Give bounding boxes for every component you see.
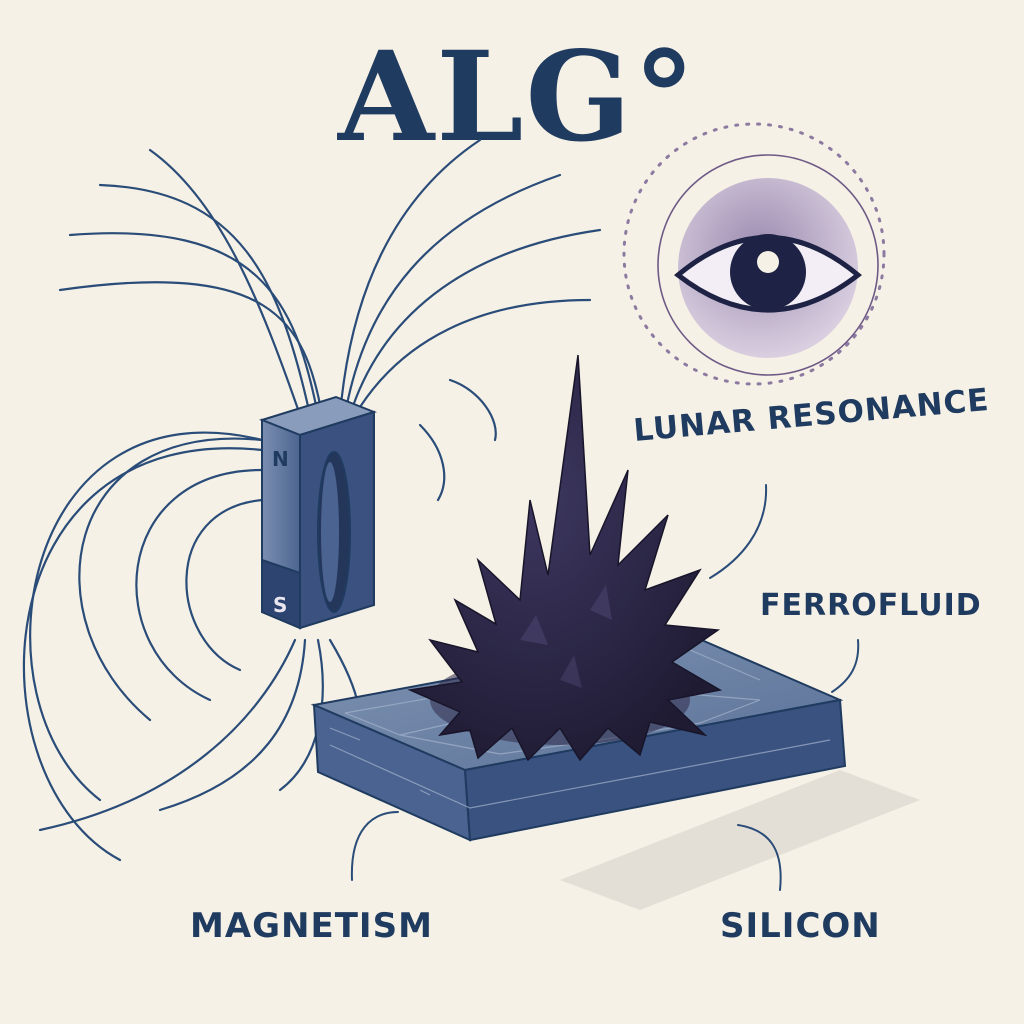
eye-emblem	[622, 122, 886, 386]
magnetic-field-lines	[22, 138, 602, 862]
south-pole-label: S	[273, 593, 287, 617]
silicon-leader	[737, 824, 782, 891]
magnetism-label: MAGNETISM	[190, 906, 433, 946]
bar-magnet: N S	[258, 395, 378, 630]
dotted-orbit-circle	[622, 122, 886, 386]
emblem-ring	[657, 154, 879, 376]
lunar-resonance-group: LUNAR RESONANCE	[632, 382, 991, 449]
magnetism-leader	[350, 811, 399, 881]
lunar-resonance-leader	[709, 484, 768, 579]
title: ALG°	[337, 25, 697, 170]
eye-icon	[674, 234, 862, 313]
ferrofluid-label: FERROFLUID	[760, 588, 982, 623]
silicon-label: SILICON	[720, 906, 881, 946]
north-pole-label: N	[272, 447, 289, 471]
slab-shadow	[560, 770, 920, 910]
spiky-ferrofluid	[407, 354, 723, 762]
lunar-resonance-label: LUNAR RESONANCE	[632, 382, 991, 449]
ferrofluid-leader	[831, 639, 860, 693]
